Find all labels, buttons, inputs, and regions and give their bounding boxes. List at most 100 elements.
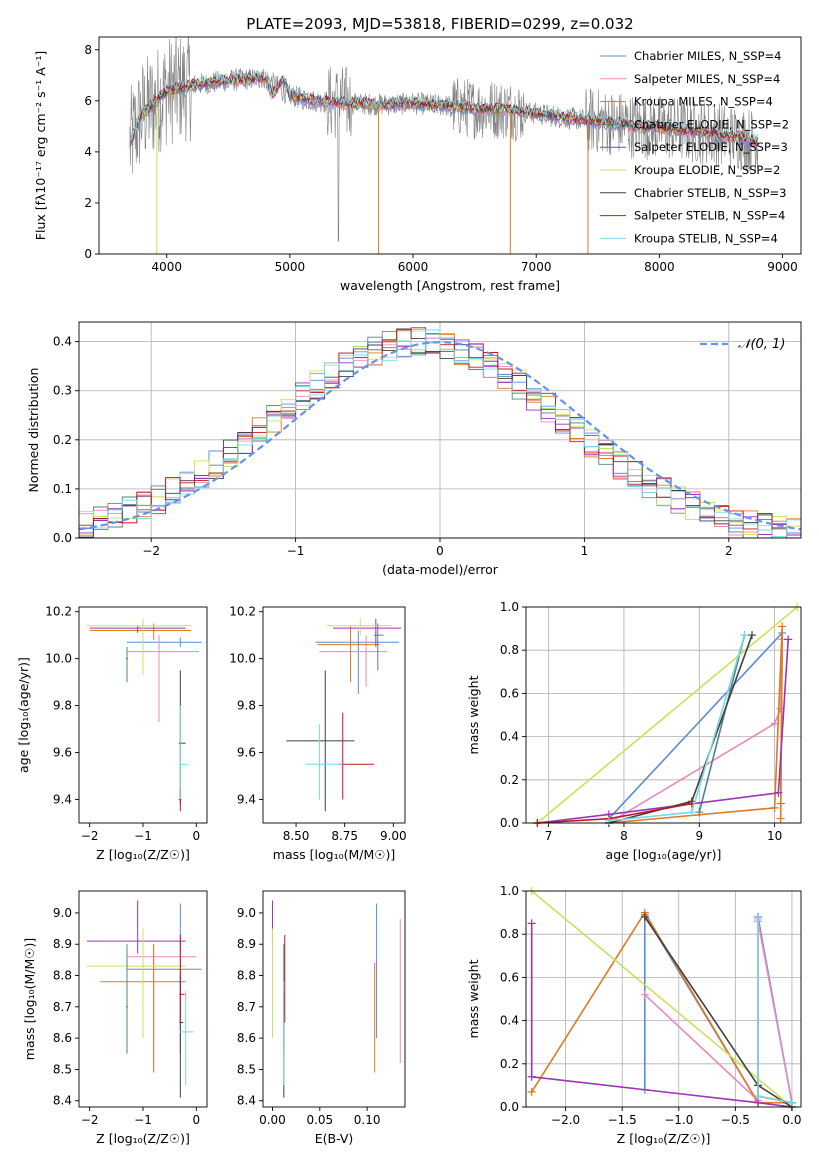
legend-entry: Chabrier MILES, N_SSP=4	[634, 49, 781, 63]
x-tick-label: 7000	[521, 260, 552, 274]
mass-weight-marker-c3	[776, 814, 785, 823]
mass-weight-marker-c5	[784, 635, 793, 644]
y-tick-label: 8.7	[53, 1000, 72, 1014]
y-tick-label: 0.0	[53, 531, 72, 545]
legend-entry: Kroupa ELODIE, N_SSP=2	[634, 163, 780, 177]
y-tick-label: 6	[84, 94, 92, 108]
x-tick-label: 0	[436, 544, 444, 558]
x-tick-label: 2	[725, 544, 733, 558]
x-tick-label: 5000	[275, 260, 306, 274]
mass-weight-line-c5	[530, 923, 793, 1108]
mass-weight-marker-c9	[740, 631, 749, 640]
y-axis-label: mass weight	[466, 959, 481, 1038]
legend-entry: Chabrier ELODIE, N_SSP=2	[634, 117, 789, 131]
mass-weight-marker-c9	[753, 1092, 762, 1101]
y-tick-label: 1.0	[500, 600, 519, 614]
y-tick-label: 10.2	[45, 605, 72, 619]
y-tick-label: 0.6	[500, 686, 519, 700]
y-tick-label: 0.0	[500, 1100, 519, 1114]
y-tick-label: 10.2	[229, 605, 256, 619]
x-tick-label: −1	[134, 1113, 152, 1127]
residual-histogram-c9	[79, 329, 801, 538]
y-tick-label: 9.4	[237, 793, 256, 807]
mass-weight-vs-age-panel: 7 8 9 10 0.0 0.2 0.4 0.6 0.8 1.0 age [log₁₀(age/yr…	[466, 600, 802, 862]
mass-weight-line-c7	[644, 916, 793, 1108]
x-tick-label: 9	[695, 829, 703, 843]
x-tick-label: −2	[81, 829, 99, 843]
y-axis-label: Flux [fλ10⁻¹⁷ erg cm⁻² s⁻¹ A⁻¹]	[33, 51, 48, 240]
y-tick-label: 0.4	[500, 1014, 519, 1028]
y-tick-label: 10.0	[229, 652, 256, 666]
x-tick-label: 0	[193, 829, 201, 843]
y-tick-label: 9.6	[237, 746, 256, 760]
y-axis-label: age [log₁₀(age/yr)]	[16, 657, 31, 773]
residuals-plot-area	[79, 327, 801, 538]
x-tick-label: 8	[620, 829, 628, 843]
y-axis-label: Normed distribution	[26, 368, 41, 493]
x-axis-label: (data-model)/error	[382, 562, 499, 577]
mass-weight-marker-c9	[753, 915, 762, 924]
y-tick-label: 0.8	[500, 927, 519, 941]
mass-weight-marker-c3	[770, 803, 779, 812]
legend-entry: Salpeter STELIB, N_SSP=4	[634, 209, 785, 223]
x-tick-label: 1	[581, 544, 589, 558]
mass-weight-line-c3	[531, 911, 792, 1104]
y-tick-label: 0.4	[53, 335, 72, 349]
legend-entry: Kroupa MILES, N_SSP=4	[634, 95, 773, 109]
x-tick-label: −1	[134, 829, 152, 843]
y-tick-label: 1.0	[500, 884, 519, 898]
x-tick-label: 8.75	[331, 829, 358, 843]
x-tick-label: 6000	[398, 260, 429, 274]
x-tick-label: −1	[287, 544, 305, 558]
y-tick-label: 8.5	[53, 1062, 72, 1076]
x-axis-label: age [log₁₀(age/yr)]	[606, 847, 722, 862]
spectrum-panel: 4000 5000 6000 7000 8000 9000 0 2 4 6 8 wavelength …	[33, 36, 802, 293]
mass-weight-marker-c5	[527, 1072, 536, 1081]
x-tick-label: 10	[767, 829, 782, 843]
y-tick-label: 9.8	[237, 699, 256, 713]
y-axis-label: mass [log₁₀(M/M☉)]	[22, 938, 37, 1060]
y-tick-label: 0.2	[53, 433, 72, 447]
y-tick-label: 0	[84, 247, 92, 261]
axes-frame	[525, 890, 802, 1108]
y-tick-label: 9.4	[53, 793, 72, 807]
y-tick-label: 8.7	[237, 1000, 256, 1014]
legend-entry: 𝒩(0, 1)	[738, 337, 785, 352]
mass-weight-marker-c9	[787, 1098, 796, 1107]
y-tick-label: 8.5	[237, 1062, 256, 1076]
y-axis-label: mass weight	[466, 675, 481, 754]
x-tick-label: 0.00	[259, 1113, 286, 1127]
axes-frame	[262, 890, 406, 1108]
y-tick-label: 8	[84, 43, 92, 57]
legend-entry: Salpeter MILES, N_SSP=4	[634, 72, 780, 86]
y-tick-label: 8.6	[53, 1031, 72, 1045]
mass-weight-marker-c9	[604, 816, 613, 825]
legend-entry: Kroupa STELIB, N_SSP=4	[634, 231, 778, 245]
x-tick-label: 9.00	[380, 829, 407, 843]
age-vs-mass-panel: 8.50 8.75 9.00 9.4 9.6 9.8 10.0 10.2 mass [log₁₀…	[229, 605, 406, 862]
y-tick-label: 0.1	[53, 482, 72, 496]
y-tick-label: 8.9	[237, 937, 256, 951]
x-tick-label: 0	[193, 1113, 201, 1127]
mass-weight-marker-c2	[640, 990, 649, 999]
y-tick-label: 8.6	[237, 1031, 256, 1045]
y-tick-label: 9.8	[53, 699, 72, 713]
x-axis-label: Z [log₁₀(Z/Z☉)]	[96, 847, 190, 862]
y-tick-label: 8.4	[53, 1094, 72, 1108]
x-tick-label: 0.05	[306, 1113, 333, 1127]
x-tick-label: 4000	[151, 260, 182, 274]
x-tick-label: 0.10	[354, 1113, 381, 1127]
legend-entry: Chabrier STELIB, N_SSP=3	[634, 186, 786, 200]
mass-weight-marker-c7	[748, 631, 757, 640]
y-tick-label: 8.4	[237, 1094, 256, 1108]
x-tick-label: −1.5	[608, 1113, 637, 1127]
y-tick-label: 10.0	[45, 652, 72, 666]
y-tick-label: 8.9	[53, 937, 72, 951]
mass-weight-line-c1	[644, 911, 793, 1106]
figure-title: PLATE=2093, MJD=53818, FIBERID=0299, z=0…	[246, 15, 633, 33]
x-axis-label: E(B-V)	[315, 1131, 354, 1146]
axes-frame	[98, 36, 802, 255]
y-tick-label: 0.3	[53, 384, 72, 398]
mass-weight-marker-c4	[695, 808, 704, 817]
